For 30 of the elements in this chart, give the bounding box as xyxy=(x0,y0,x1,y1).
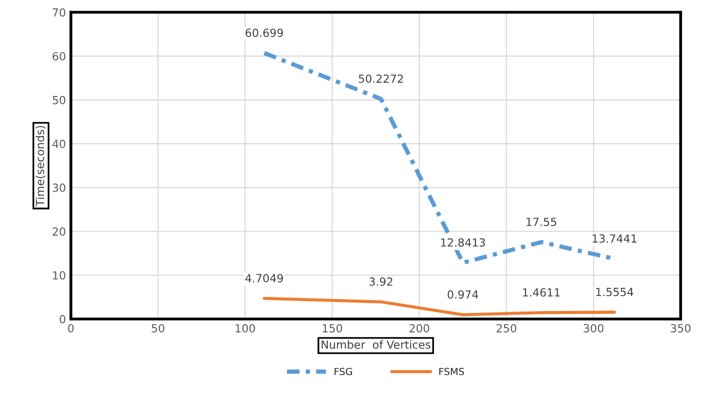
y-tick-label: 70 xyxy=(52,8,66,17)
y-tick-label: 40 xyxy=(52,140,66,148)
x-tick-label: 200 xyxy=(410,324,430,332)
x-tick-label: 300 xyxy=(584,324,604,332)
x-tick-label: 250 xyxy=(496,324,516,332)
x-tick-label: 150 xyxy=(322,324,342,332)
y-axis-title: Time(seconds) xyxy=(36,126,46,206)
data-label: 0.974 xyxy=(448,290,478,299)
data-label: 50.2272 xyxy=(358,74,403,83)
y-tick-label: 10 xyxy=(53,271,66,280)
data-label: 4.7049 xyxy=(245,274,283,282)
data-label: 3.92 xyxy=(369,277,392,286)
x-tick-label: 100 xyxy=(236,324,255,332)
data-label: 12.8413 xyxy=(441,238,485,247)
legend-label: FSG xyxy=(334,368,352,376)
data-label: 1.4611 xyxy=(523,288,560,297)
data-label: 17.55 xyxy=(526,218,556,226)
y-tick-label: 50 xyxy=(52,96,66,104)
y-tick-label: 20 xyxy=(52,227,66,236)
x-tick-label: 350 xyxy=(670,324,691,332)
y-tick-label: 60 xyxy=(52,52,66,60)
y-tick-label: 30 xyxy=(52,184,66,192)
x-tick-label: 0 xyxy=(68,324,74,332)
x-axis-title: Number of Vertices xyxy=(322,340,430,349)
legend-label: FSMS xyxy=(439,368,464,376)
y-tick-label: 0 xyxy=(60,314,66,324)
data-label: 60.699 xyxy=(246,28,283,37)
data-label: 13.7441 xyxy=(592,234,636,243)
x-tick-label: 50 xyxy=(152,324,164,332)
data-label: 1.5554 xyxy=(596,288,634,296)
